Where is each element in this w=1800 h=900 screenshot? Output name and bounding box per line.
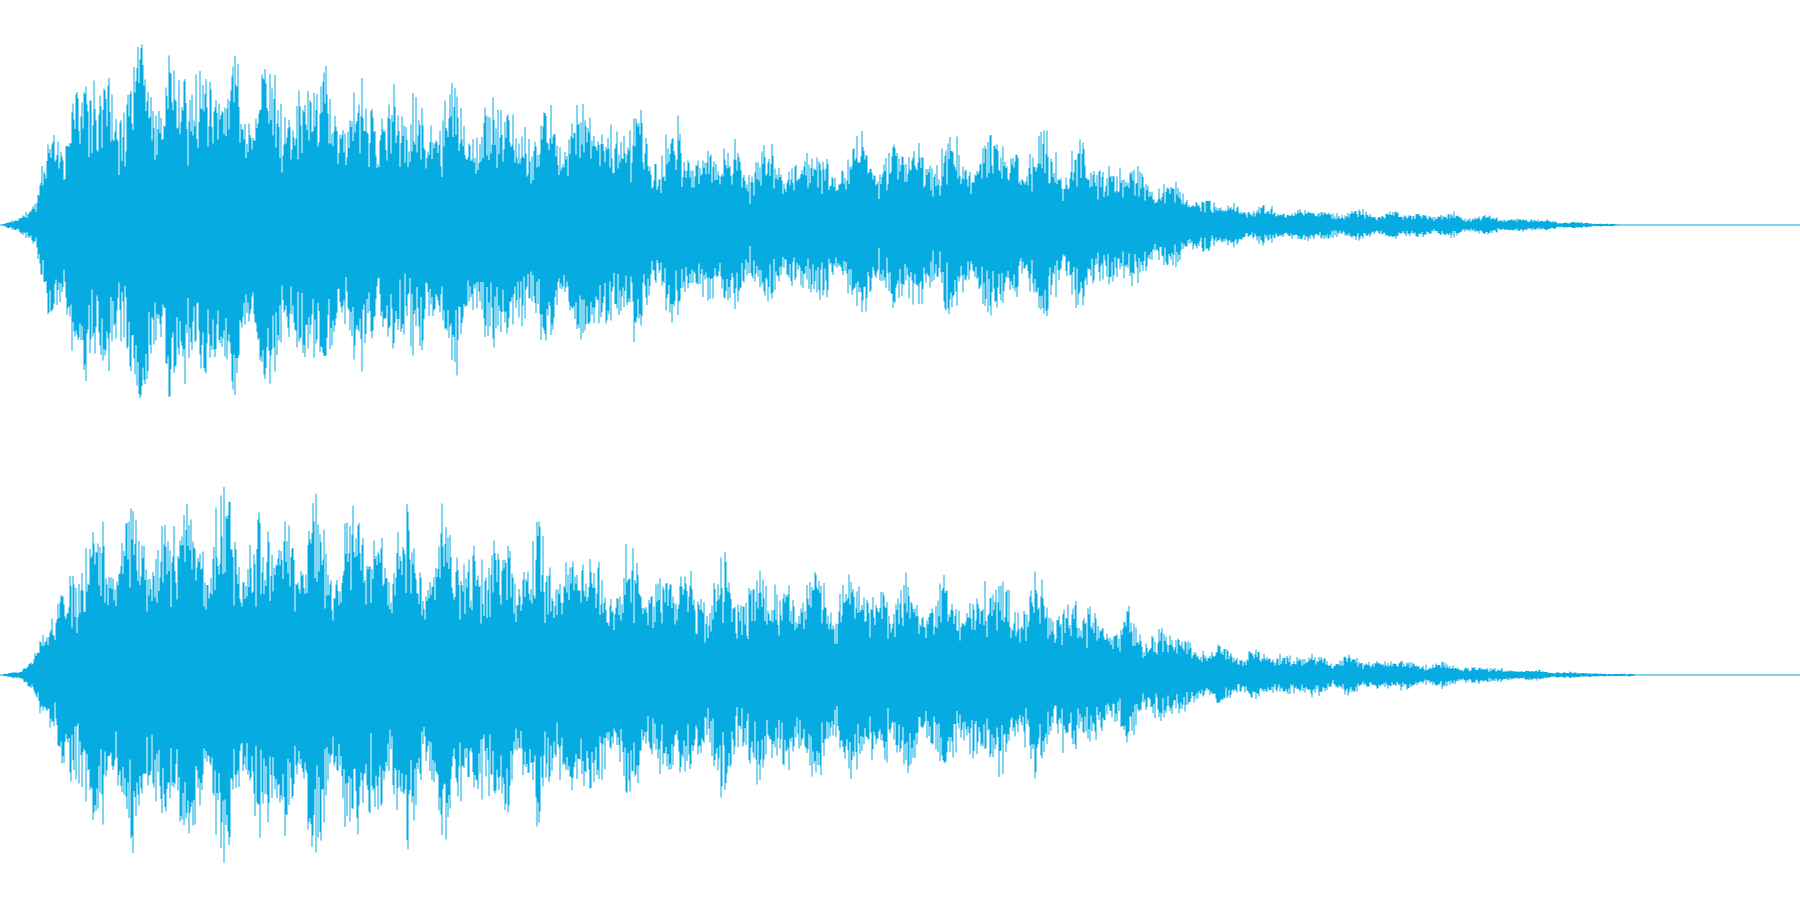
channel-2-track bbox=[0, 487, 1800, 863]
channel-2-waveform bbox=[2, 487, 1639, 863]
channel-1-waveform bbox=[1, 44, 1624, 398]
channel-1-track bbox=[0, 44, 1800, 398]
